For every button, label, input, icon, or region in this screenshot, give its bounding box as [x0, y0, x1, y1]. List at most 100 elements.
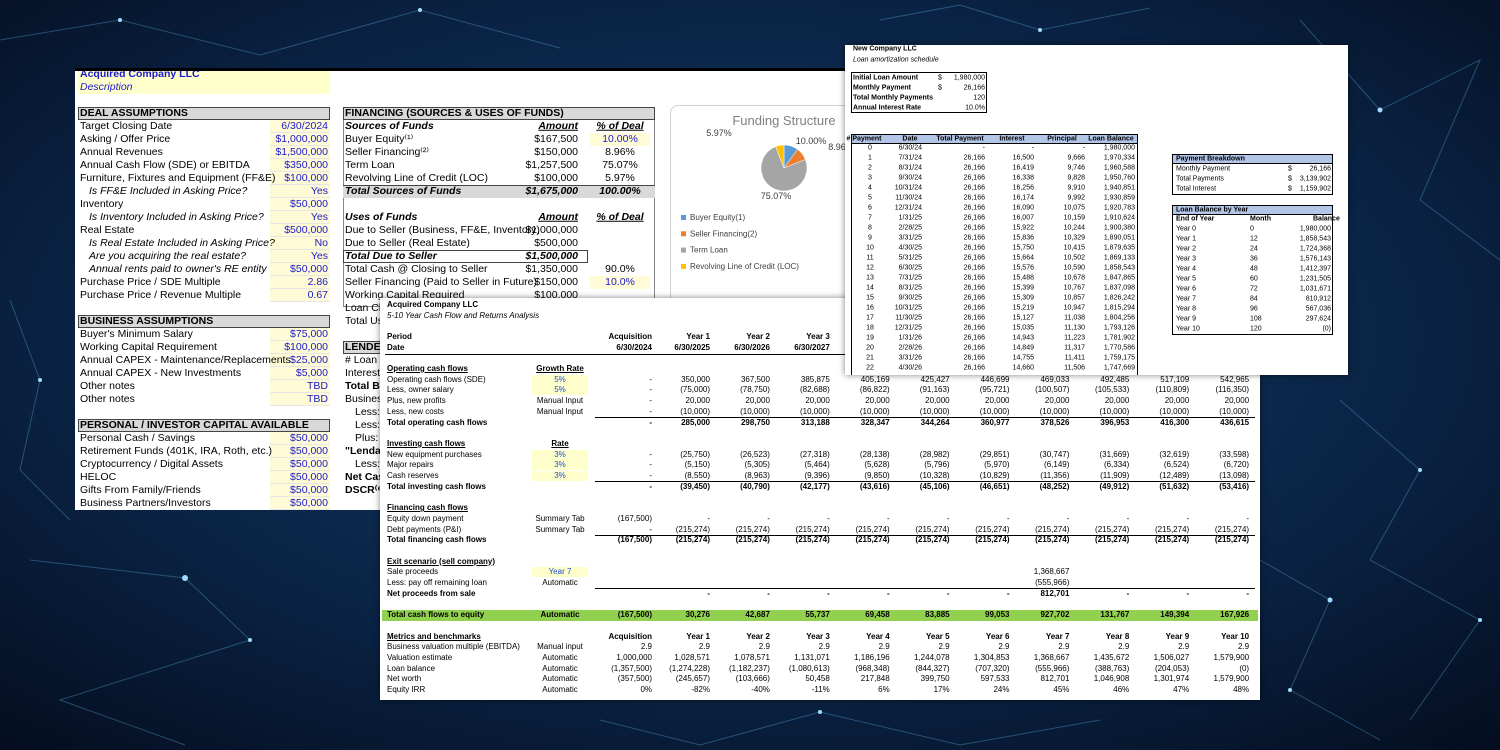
- cell: (215,274): [1214, 524, 1250, 534]
- column-header: Principal: [1047, 135, 1077, 143]
- cell: (204,053): [1154, 663, 1190, 673]
- row-amount: Amount: [538, 210, 578, 223]
- cell: 16,174: [1012, 194, 1034, 202]
- cell: 15,488: [1012, 274, 1034, 282]
- cell: Year 4: [866, 631, 890, 641]
- cell: 26,166: [963, 324, 985, 332]
- cell: (167,500): [617, 610, 652, 620]
- cell: 2.9: [878, 642, 890, 652]
- row-amount: Amount: [538, 119, 578, 132]
- row-label: Purchase Price / Revenue Multiple: [80, 288, 242, 301]
- cell: 8/31/25: [898, 284, 922, 292]
- legend-swatch: [681, 215, 686, 220]
- cell: 425,427: [920, 374, 950, 384]
- legend-label: Seller Financing(2): [690, 229, 757, 238]
- row-label: Total Us: [345, 314, 383, 327]
- cell: Total operating cash flows: [387, 417, 488, 427]
- cell: -: [1246, 513, 1250, 523]
- cell: 20,000: [805, 396, 830, 406]
- pie-slice: [760, 146, 808, 192]
- row-value: $50,000: [290, 457, 328, 470]
- cell: (46,651): [979, 481, 1010, 491]
- cell: 298,750: [740, 417, 770, 427]
- row-label: Total Payments: [1176, 175, 1224, 183]
- cell: (215,274): [1214, 535, 1250, 545]
- cell: (10,829): [979, 471, 1010, 480]
- cell: (43,616): [859, 481, 890, 491]
- cell: -: [1186, 513, 1190, 523]
- header-cell: Period: [387, 332, 412, 341]
- row-value: $50,000: [290, 470, 328, 483]
- input-cell: [270, 353, 330, 367]
- cell: (8,550): [684, 471, 710, 480]
- cell: (40,790): [740, 481, 770, 491]
- input-cell: [590, 132, 650, 146]
- cell: Automatic: [542, 674, 578, 684]
- cell: 20,000: [865, 396, 890, 406]
- cell: 469,033: [1040, 374, 1070, 384]
- row-value: TBD: [307, 379, 328, 392]
- column-header: Balance: [1313, 215, 1340, 223]
- cell: (215,274): [1035, 535, 1070, 545]
- input-cell: [270, 327, 330, 341]
- cell: (6,334): [1103, 460, 1130, 470]
- cell: 285,000: [681, 417, 710, 427]
- cell: 26,166: [963, 254, 985, 262]
- input-cell: [270, 431, 330, 445]
- row-percent: 8.96%: [605, 145, 635, 158]
- cell: (0): [1239, 663, 1250, 673]
- cell: -: [649, 449, 652, 459]
- cell: 350,000: [681, 374, 710, 384]
- cell: 20,000: [925, 396, 950, 406]
- cell: 20,000: [985, 396, 1010, 406]
- input-cell: [532, 567, 588, 578]
- cell: 9,910: [1067, 184, 1085, 192]
- cell: 2.9: [698, 642, 710, 652]
- row-label: Cryptocurrency / Digital Assets: [80, 457, 223, 470]
- cell: Year 8: [1176, 305, 1196, 313]
- summary-currency: $: [938, 74, 942, 82]
- input-cell: [532, 385, 588, 396]
- cell: Year 7: [548, 567, 572, 577]
- input-cell: [532, 471, 588, 481]
- column-header: Interest: [999, 135, 1025, 143]
- cell: 10,329: [1063, 234, 1085, 242]
- section-header-band: [78, 106, 330, 120]
- row-label: Less: D: [355, 457, 391, 470]
- row-label: Target Closing Date: [80, 119, 173, 132]
- cell: 3%: [554, 471, 566, 480]
- cell: 14,660: [1012, 364, 1034, 372]
- input-cell: [270, 249, 330, 263]
- cell: 1,960,588: [1103, 164, 1135, 172]
- row-amount: $500,000: [534, 236, 578, 249]
- cell: Valuation estimate: [387, 652, 453, 662]
- row-label: Business: [345, 392, 388, 405]
- cell: 1,869,133: [1103, 254, 1135, 262]
- column-header: Date: [902, 135, 918, 143]
- row-value: $50,000: [290, 483, 328, 496]
- cell: (5,628): [864, 460, 890, 470]
- row-value: $1,000,000: [275, 132, 328, 145]
- cell: Less, owner salary: [387, 385, 454, 395]
- cell: Net proceeds from sale: [387, 588, 476, 598]
- summary-currency: $: [938, 84, 942, 92]
- cell: -: [827, 513, 830, 523]
- row-value: $50,000: [290, 431, 328, 444]
- cell: 1: [868, 154, 872, 162]
- cell: 16,007: [1012, 214, 1034, 222]
- legend-label: Buyer Equity(1): [690, 213, 745, 222]
- cell: 10,159: [1063, 214, 1085, 222]
- row-value: $50,000: [290, 444, 328, 457]
- input-cell: [270, 236, 330, 250]
- cell: (357,500): [617, 674, 652, 684]
- cell: 26,166: [963, 304, 985, 312]
- cell: 26,166: [963, 244, 985, 252]
- cell: 60: [1250, 275, 1258, 283]
- cell: 1,815,294: [1103, 304, 1135, 312]
- cell: (42,177): [800, 481, 830, 491]
- cell: Automatic: [540, 610, 580, 620]
- legend-swatch: [681, 247, 686, 253]
- cell: 14,849: [1012, 344, 1034, 352]
- section-header-band: [78, 418, 330, 432]
- cell: 24: [1250, 245, 1258, 253]
